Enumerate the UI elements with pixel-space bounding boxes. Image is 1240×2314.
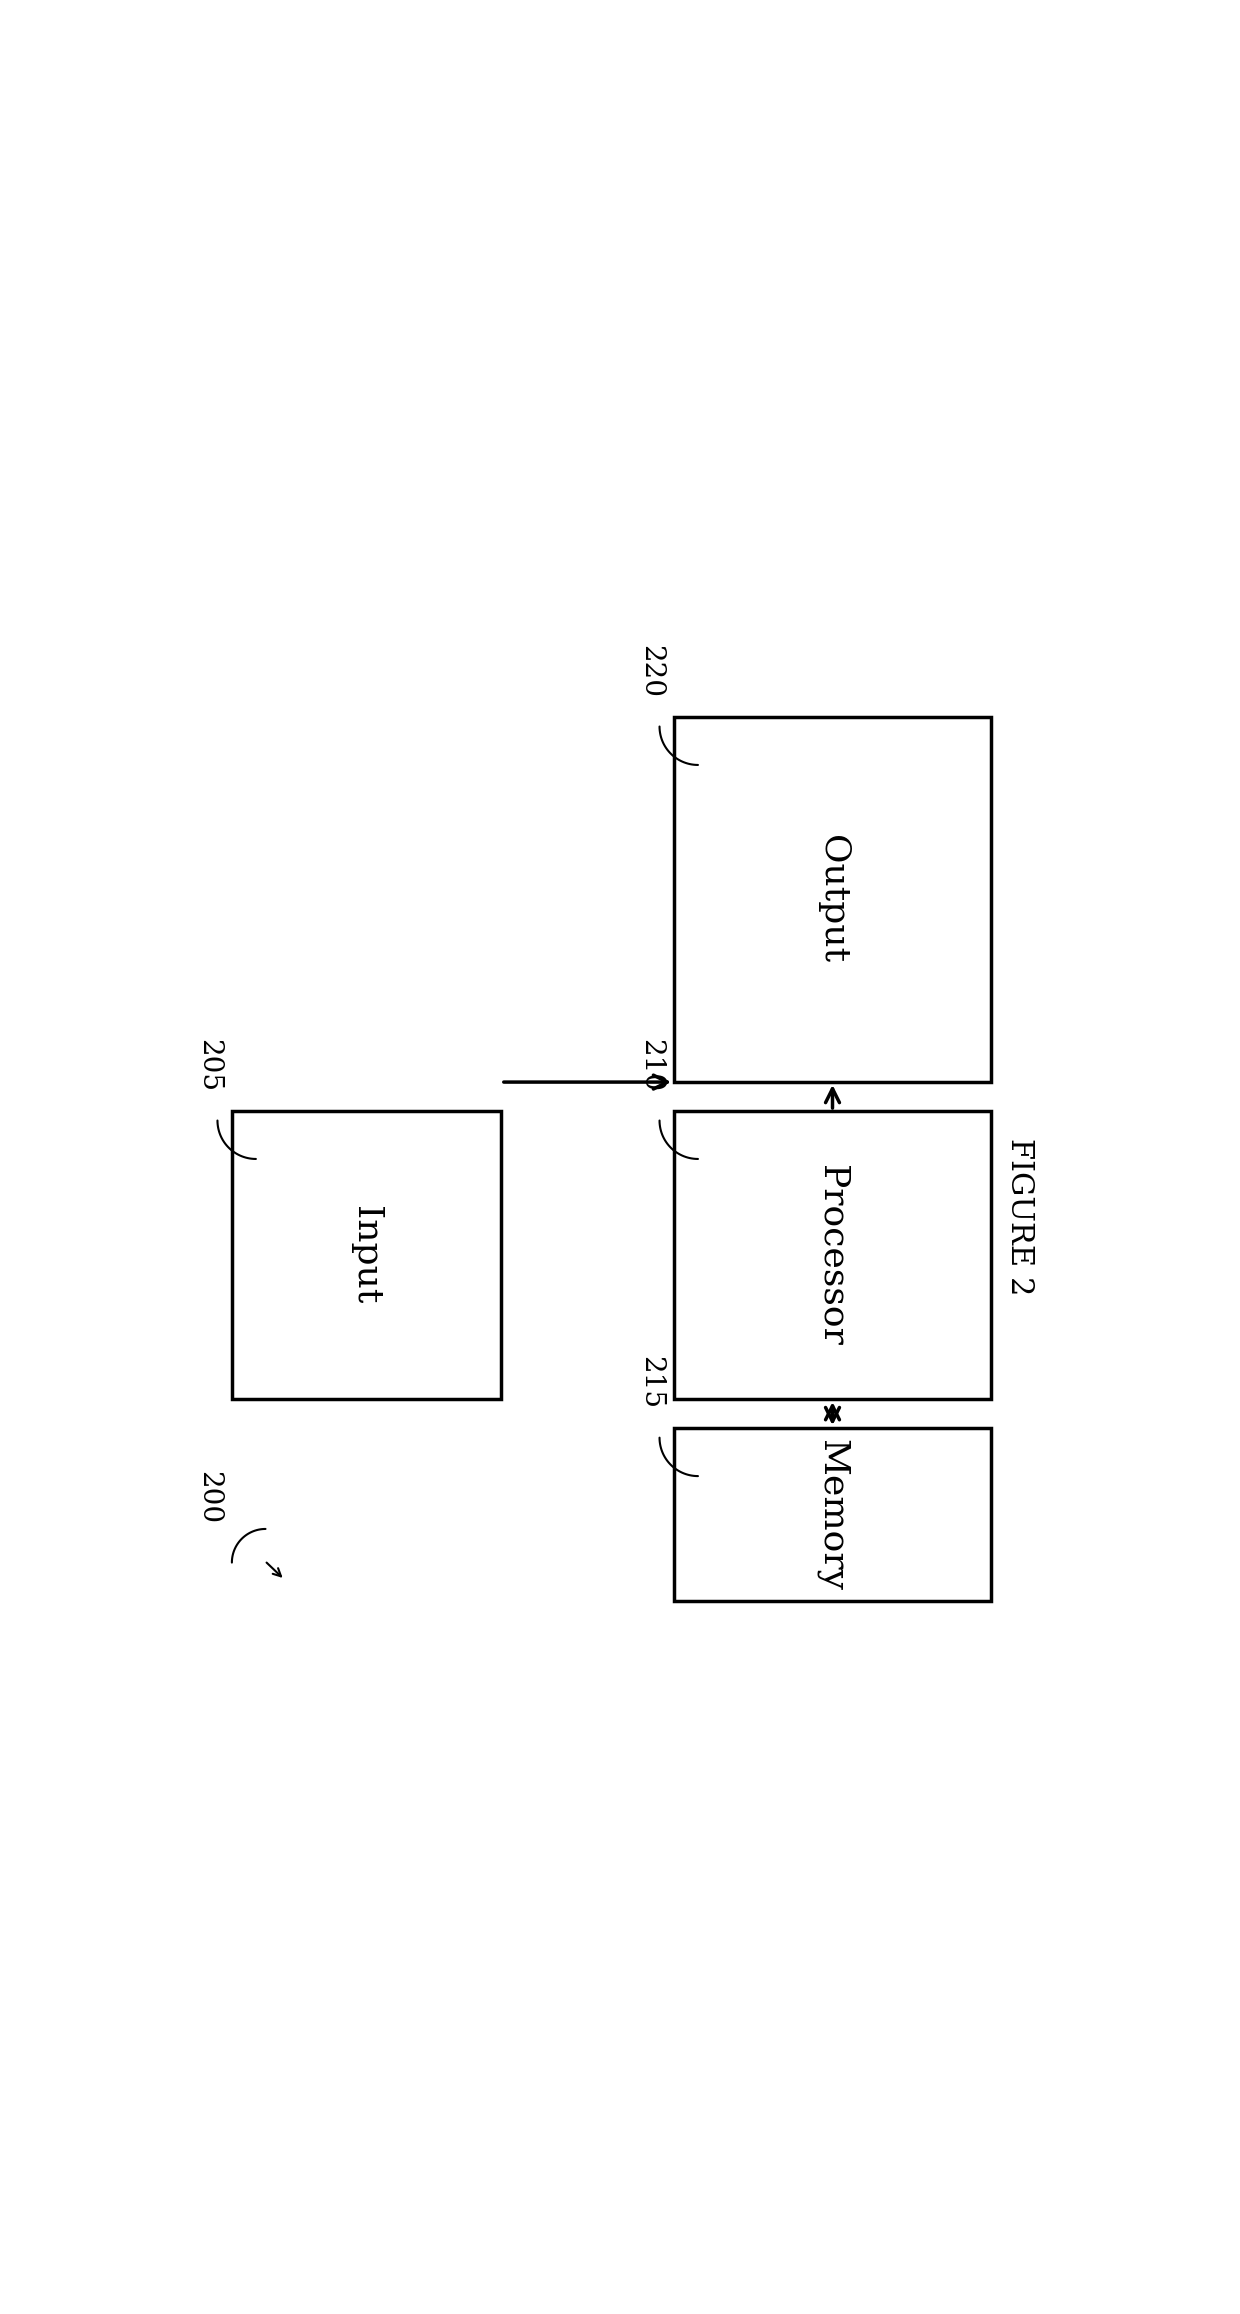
Bar	[232, 1111, 501, 1400]
Text: 200: 200	[195, 1472, 222, 1525]
Text: 210: 210	[637, 1039, 665, 1092]
Bar	[675, 1111, 991, 1400]
Text: FIGURE 2: FIGURE 2	[1004, 1138, 1035, 1296]
Text: Processor: Processor	[816, 1164, 849, 1344]
Text: Output: Output	[816, 835, 849, 963]
Bar	[675, 717, 991, 1083]
Text: Input: Input	[350, 1206, 383, 1305]
Text: 215: 215	[637, 1356, 665, 1409]
Text: 205: 205	[195, 1039, 222, 1092]
Text: Memory: Memory	[816, 1439, 849, 1590]
Text: 220: 220	[637, 646, 665, 699]
Bar	[675, 1428, 991, 1601]
